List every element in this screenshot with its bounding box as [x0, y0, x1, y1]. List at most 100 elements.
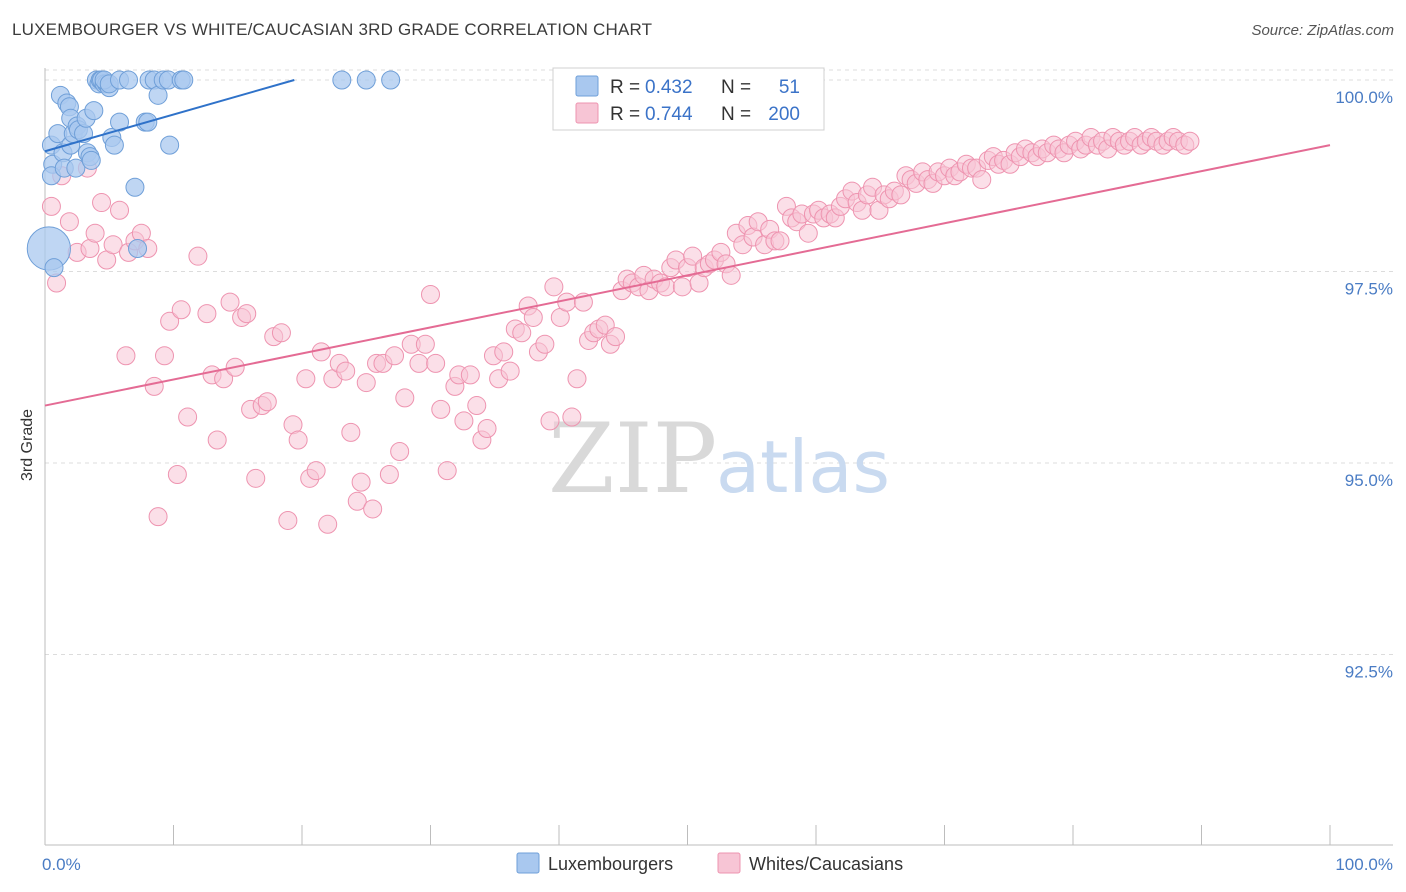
white-caucasian-point	[557, 292, 577, 312]
luxembourger-point	[125, 177, 145, 197]
white-caucasian-point	[246, 468, 266, 488]
luxembourger-point	[84, 101, 104, 121]
white-caucasian-point	[395, 388, 415, 408]
white-caucasian-point	[341, 422, 361, 442]
luxembourger-point	[160, 135, 180, 155]
bottom-legend-luxembourgers: Luxembourgers	[548, 854, 673, 874]
white-caucasian-point	[41, 196, 61, 216]
white-caucasian-point	[500, 361, 520, 381]
bottom-legend-whites: Whites/Caucasians	[749, 854, 903, 874]
white-caucasian-point	[606, 327, 626, 347]
white-caucasian-point	[144, 376, 164, 396]
grid-layer	[45, 69, 1393, 655]
white-caucasian-point	[356, 373, 376, 393]
white-caucasian-point	[379, 464, 399, 484]
white-caucasian-point	[155, 346, 175, 366]
legend-r-label-1: R =	[610, 77, 640, 98]
white-caucasian-point	[257, 392, 277, 412]
white-caucasian-point	[103, 235, 123, 255]
axis-layer: 100.0% 97.5% 95.0% 92.5%	[44, 68, 1393, 846]
white-caucasian-point	[288, 430, 308, 450]
white-caucasian-point	[178, 407, 198, 427]
white-caucasian-point	[494, 342, 514, 362]
legend-swatch-luxembourgers	[575, 75, 599, 97]
white-caucasian-point	[385, 346, 405, 366]
y-tick-label: 92.5%	[1345, 663, 1393, 682]
white-caucasian-point	[220, 292, 240, 312]
source-note: Source: ZipAtlas.com	[1251, 22, 1394, 39]
luxembourger-trendline	[44, 79, 295, 153]
white-caucasian-point	[197, 304, 217, 324]
trend-layer	[44, 79, 1331, 407]
white-caucasian-point	[351, 472, 371, 492]
white-caucasian-point	[160, 311, 180, 331]
white-caucasian-point	[188, 246, 208, 266]
white-caucasian-point	[171, 300, 191, 320]
legend-n-value-2: 200	[768, 104, 800, 125]
x-tick-label-min: 0.0%	[42, 855, 81, 874]
luxembourger-point	[110, 112, 130, 132]
white-caucasian-point	[347, 491, 367, 511]
white-caucasian-point	[311, 342, 331, 362]
white-caucasian-point	[363, 499, 383, 519]
white-caucasian-point	[426, 353, 446, 373]
luxembourger-point	[81, 150, 101, 170]
white-caucasian-point	[421, 284, 440, 304]
y-tick-label: 97.5%	[1345, 280, 1393, 299]
white-caucasian-point	[544, 277, 564, 297]
white-caucasian-point	[567, 369, 587, 389]
y-tick-label: 95.0%	[1345, 471, 1393, 490]
white-caucasian-point	[770, 231, 790, 251]
white-caucasian-point	[415, 334, 435, 354]
white-caucasian-point	[721, 265, 741, 285]
white-caucasian-point	[167, 464, 187, 484]
legend-r-value-2: 0.744	[645, 104, 693, 125]
white-caucasian-point	[318, 514, 338, 534]
white-caucasian-point	[237, 304, 257, 324]
bottom-legend-swatch-luxembourgers	[516, 852, 540, 874]
legend-r-value-1: 0.432	[645, 77, 693, 98]
white-caucasian-point	[116, 346, 136, 366]
page-title: LUXEMBOURGER VS WHITE/CAUCASIAN 3RD GRAD…	[12, 20, 653, 39]
white-caucasian-point	[409, 353, 429, 373]
white-caucasian-point	[431, 399, 451, 419]
y-tick-label: 100.0%	[1335, 88, 1393, 107]
white-caucasian-point	[271, 323, 291, 343]
white-caucasian-point	[278, 510, 298, 530]
white-caucasian-point	[336, 361, 356, 381]
luxembourger-point	[44, 258, 64, 278]
white-caucasian-point	[535, 334, 555, 354]
x-tick-label-max: 100.0%	[1335, 855, 1393, 874]
bottom-legend-swatch-whites	[717, 852, 741, 874]
white-caucasian-point	[59, 212, 79, 232]
white-caucasian-point	[523, 307, 543, 327]
watermark-atlas: atlas	[716, 425, 890, 509]
white-caucasian-point	[672, 277, 692, 297]
legend-n-label-1: N =	[721, 77, 751, 98]
white-caucasian-point	[477, 419, 497, 439]
white-caucasian-point	[296, 369, 316, 389]
white-caucasian-point	[85, 223, 105, 243]
white-caucasian-point	[891, 185, 911, 205]
luxembourger-point	[104, 135, 124, 155]
legend-n-value-1: 51	[779, 77, 800, 98]
white-caucasian-point	[798, 223, 818, 243]
white-caucasian-point	[110, 200, 130, 220]
white-caucasian-point	[972, 170, 992, 190]
legend-n-label-2: N =	[721, 104, 751, 125]
luxembourger-point	[332, 70, 352, 90]
white-caucasian-point	[148, 507, 168, 527]
luxembourger-point	[128, 239, 148, 259]
white-caucasian-point	[540, 411, 560, 431]
white-caucasian-point	[437, 461, 457, 481]
white-caucasian-point	[512, 323, 532, 343]
white-caucasian-point	[467, 396, 487, 416]
bottom-legend: Luxembourgers Whites/Caucasians	[516, 852, 903, 874]
luxembourger-point	[119, 70, 139, 90]
white-caucasian-trendline	[44, 144, 1331, 407]
white-caucasian-point	[562, 407, 582, 427]
white-caucasian-point	[1180, 131, 1200, 151]
legend-r-label-2: R =	[610, 104, 640, 125]
legend-swatch-whites	[575, 102, 599, 124]
